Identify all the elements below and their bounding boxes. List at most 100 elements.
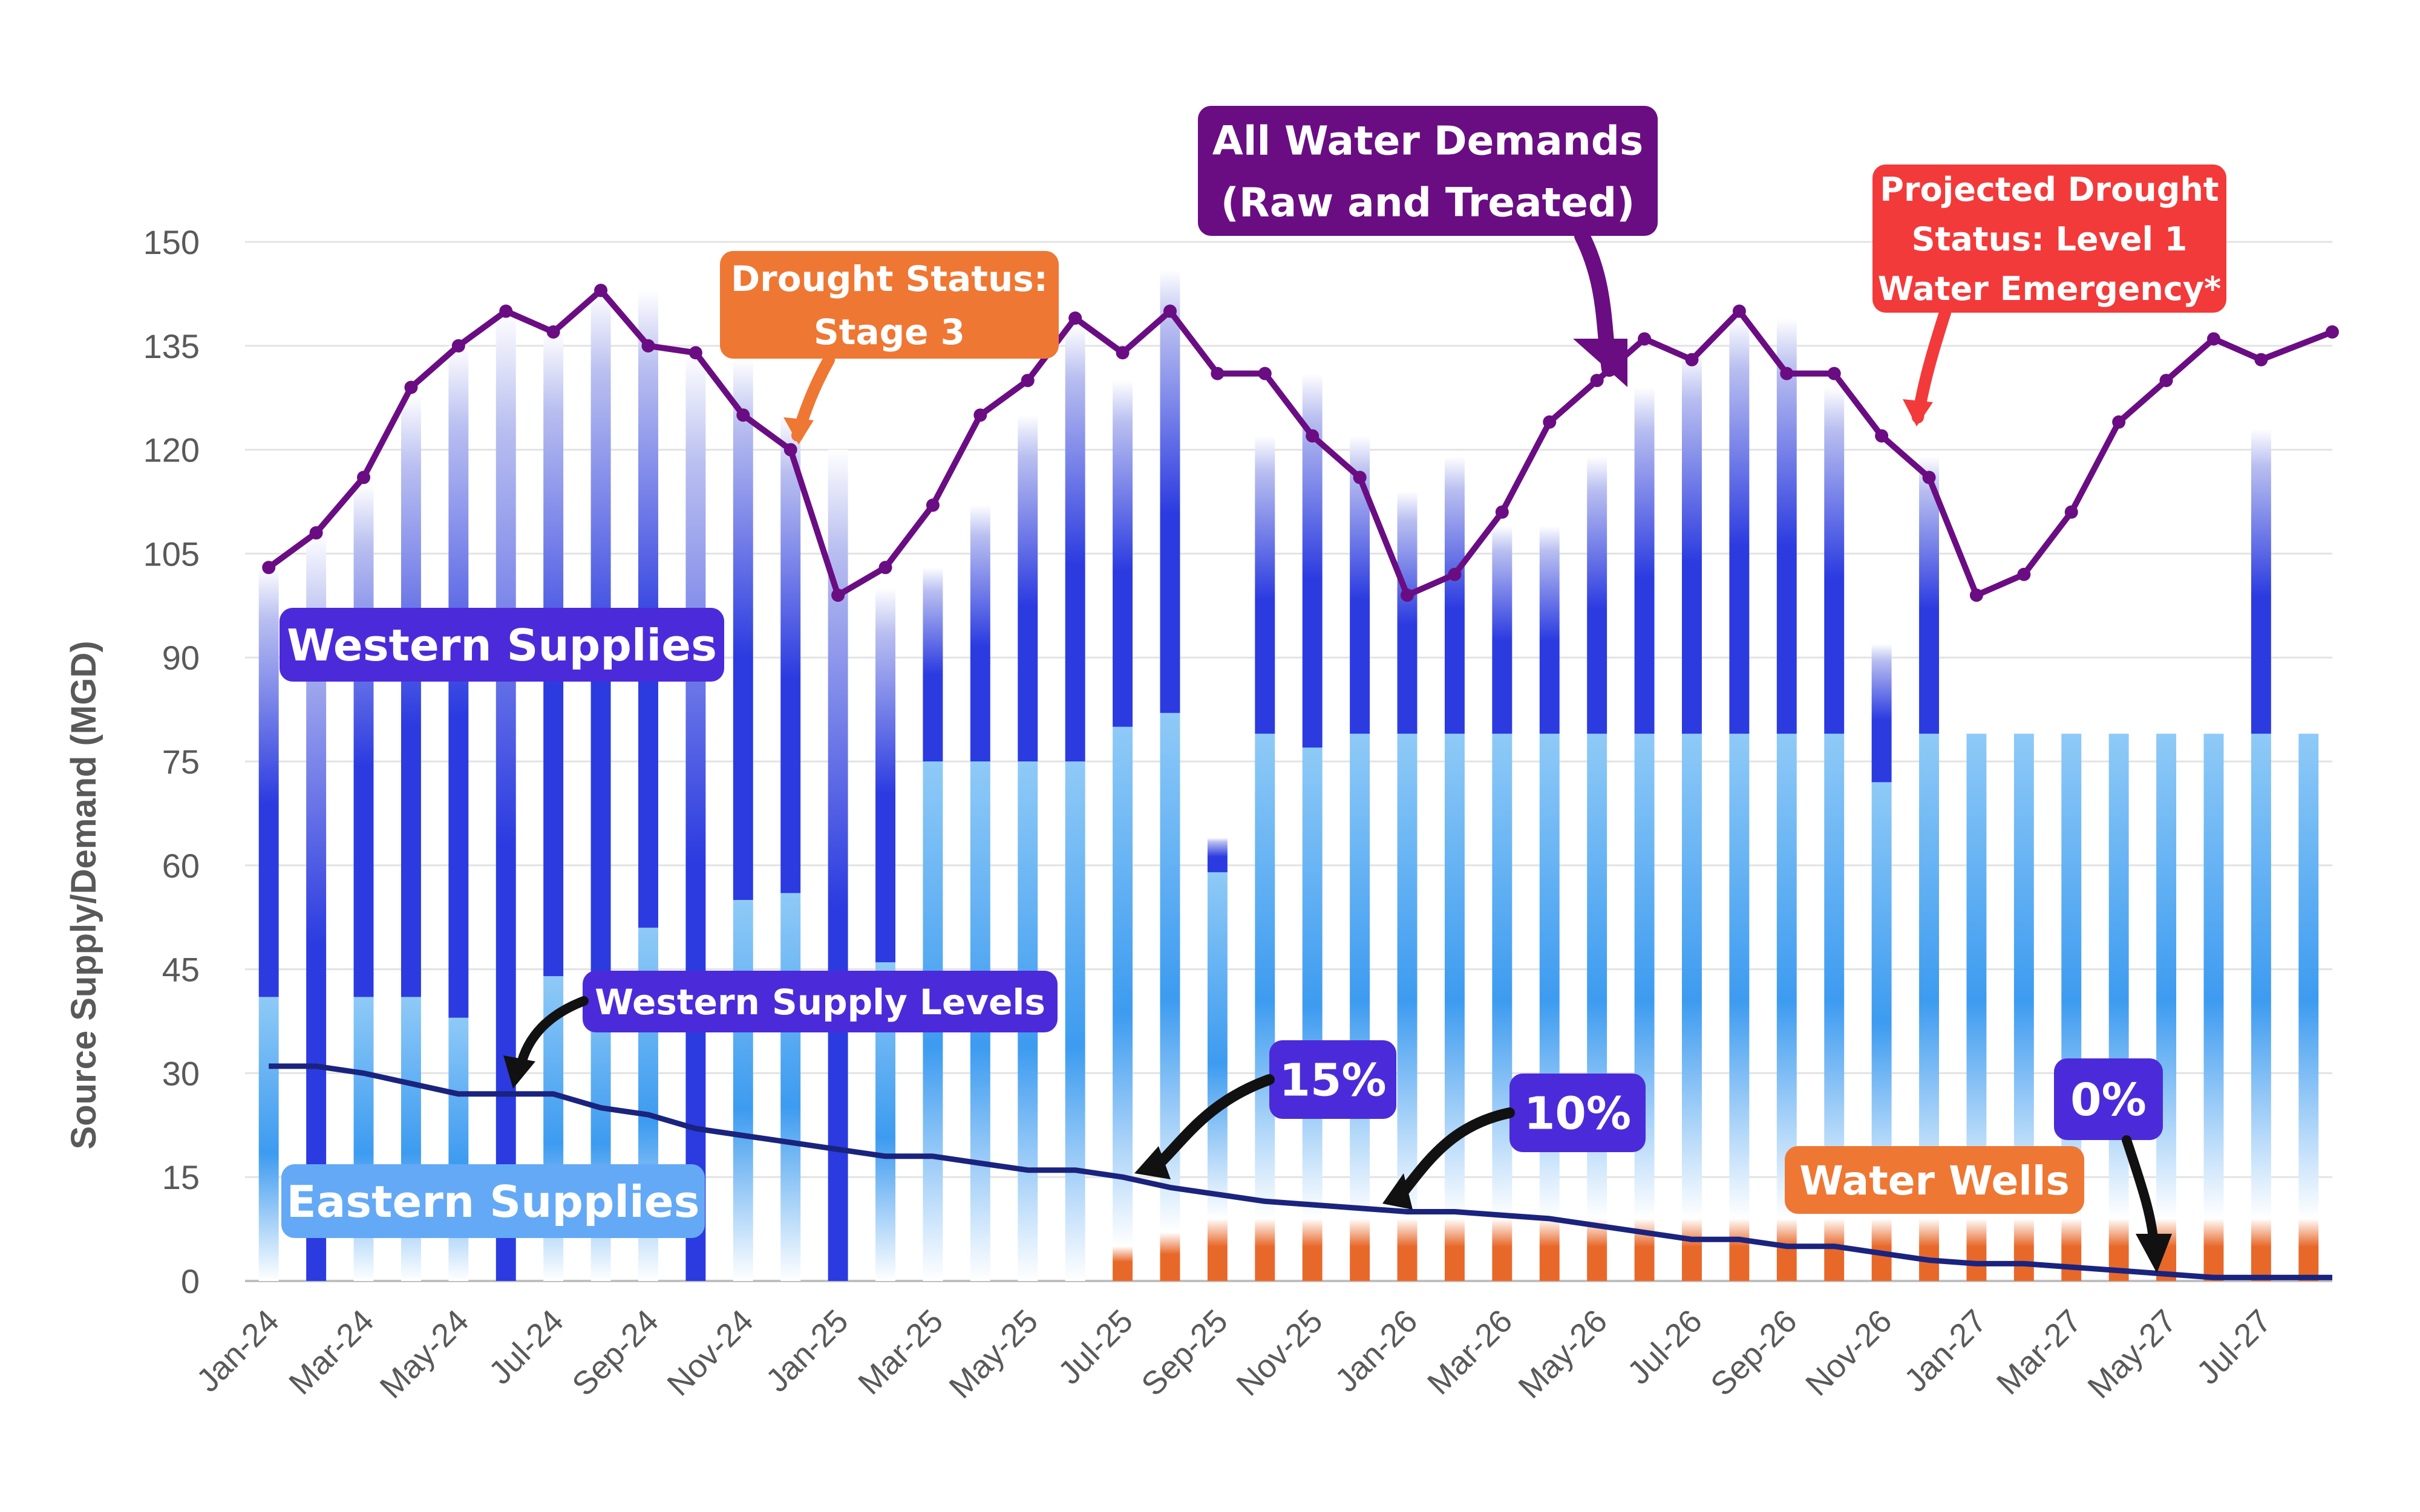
water-wells-label: Water Wells (1785, 1146, 2084, 1214)
x-tick-label: Nov-24 (660, 1303, 760, 1403)
western-level-arrow (515, 996, 589, 1072)
bar-western-supplies-may-26 (1587, 457, 1607, 734)
eastern-supplies-label: Eastern Supplies (281, 1164, 705, 1238)
x-tick-label: Nov-26 (1799, 1303, 1899, 1403)
bar-water-wells-jul-25 (1113, 1246, 1133, 1281)
bar-water-wells-mar-26 (1492, 1218, 1512, 1281)
bar-western-supplies-mar-24 (353, 484, 374, 997)
bar-western-supplies-mar-26 (1492, 526, 1512, 734)
demand-point-may-26 (1590, 374, 1604, 388)
demand-point-jun-27 (2206, 332, 2220, 346)
demand-point-apr-27 (2112, 415, 2126, 429)
western-level-arrow-head (503, 1055, 535, 1089)
demand-point-aug-26 (1732, 304, 1746, 318)
water-wells-label-box (1785, 1146, 2084, 1214)
x-tick-label: Sep-24 (565, 1303, 666, 1403)
y-tick-label: 75 (162, 743, 200, 781)
demand-point-jul-27 (2254, 353, 2268, 367)
bar-eastern-supplies-jul-26 (1682, 734, 1702, 1219)
bar-eastern-supplies-mar-27 (2061, 734, 2082, 1219)
bar-water-wells-aug-27 (2298, 1218, 2319, 1281)
y-tick-label: 30 (162, 1054, 200, 1092)
y-tick-label: 90 (162, 639, 200, 677)
bar-western-supplies-mar-25 (923, 567, 943, 761)
bar-western-supplies-dec-24 (780, 415, 801, 893)
bar-eastern-supplies-jan-24 (258, 997, 279, 1281)
demand-point-dec-26 (1922, 471, 1936, 484)
demand-point-dec-25 (1353, 471, 1367, 484)
demand-arrow-head (1573, 339, 1627, 387)
line-series (262, 284, 2339, 1280)
demand-point-jun-26 (1638, 332, 1652, 346)
pct-0-label: 0% (2054, 1058, 2163, 1140)
bar-eastern-supplies-dec-26 (1919, 734, 1939, 1219)
demand-point-jun-24 (499, 304, 513, 318)
pct-0-label-text: 0% (2070, 1074, 2147, 1126)
bar-water-wells-aug-26 (1729, 1218, 1750, 1281)
bar-water-wells-dec-26 (1919, 1218, 1939, 1281)
bar-water-wells-jun-26 (1634, 1218, 1655, 1281)
x-tick-label: Nov-25 (1229, 1303, 1330, 1403)
demand-point-jan-25 (831, 588, 845, 602)
bar-water-wells-jul-27 (2251, 1218, 2271, 1281)
all-water-demands-callout-box (1198, 106, 1658, 236)
x-tick-label: Sep-25 (1134, 1303, 1235, 1403)
water-wells-label-text: Water Wells (1799, 1158, 2070, 1204)
bar-western-supplies-nov-26 (1871, 644, 1892, 783)
bar-western-supplies-jun-24 (495, 311, 516, 1281)
bar-western-supplies-jul-27 (2251, 429, 2271, 734)
bar-western-supplies-jan-24 (258, 567, 279, 997)
stage3-arrow-head (783, 417, 814, 445)
bar-eastern-supplies-jun-25 (1065, 761, 1085, 1281)
projected-drought-callout-box (1872, 165, 2226, 313)
projected-drought-callout: Projected Drought Status: Level 1 Water Em… (1872, 165, 2226, 313)
bar-eastern-supplies-feb-27 (2013, 734, 2034, 1219)
bar-western-supplies-apr-25 (970, 505, 990, 761)
bar-western-supplies-aug-26 (1729, 318, 1750, 734)
bar-eastern-supplies-mar-24 (353, 997, 374, 1281)
demand-point-nov-25 (1306, 429, 1320, 443)
bar-eastern-supplies-sep-25 (1207, 872, 1228, 1219)
bar-water-wells-feb-27 (2013, 1218, 2034, 1281)
x-tick-label: Jan-24 (190, 1303, 286, 1399)
bar-eastern-supplies-dec-24 (780, 893, 801, 1281)
bar-western-supplies-sep-26 (1776, 318, 1797, 734)
bar-water-wells-apr-26 (1539, 1218, 1560, 1281)
bar-water-wells-jun-27 (2203, 1218, 2224, 1281)
demand-point-may-25 (1021, 374, 1035, 388)
bar-water-wells-aug-25 (1160, 1232, 1180, 1281)
demand-point-mar-26 (1495, 505, 1509, 519)
y-tick-label: 150 (143, 223, 200, 261)
demand-point-jul-26 (1685, 353, 1699, 367)
all-water-demands-callout: All Water Demands (Raw and Treated) (1198, 106, 1658, 236)
y-tick-label: 15 (162, 1158, 200, 1196)
bar-eastern-supplies-oct-25 (1255, 734, 1275, 1219)
all-water-demands-callout-text: (Raw and Treated) (1221, 179, 1635, 226)
bar-eastern-supplies-aug-27 (2298, 734, 2319, 1219)
bar-water-wells-jul-26 (1682, 1218, 1702, 1281)
demand-point-apr-26 (1543, 415, 1557, 429)
western-supply-level-line (269, 1063, 2332, 1280)
bar-western-supplies-jun-25 (1065, 325, 1085, 761)
bar-western-supplies-may-24 (448, 345, 469, 1018)
bar-eastern-supplies-jan-27 (1966, 734, 1987, 1219)
bar-water-wells-dec-25 (1350, 1218, 1370, 1281)
bar-western-supplies-jul-25 (1113, 380, 1133, 727)
demand-point-jul-25 (1116, 346, 1130, 360)
demand-point-jul-24 (546, 325, 560, 339)
y-tick-label: 0 (181, 1262, 200, 1300)
bar-water-wells-jan-26 (1397, 1218, 1418, 1281)
x-tick-label: Mar-27 (1990, 1303, 2088, 1401)
bar-water-wells-mar-27 (2061, 1218, 2082, 1281)
bar-western-supplies-feb-26 (1444, 457, 1465, 734)
bar-western-supplies-jul-26 (1682, 353, 1702, 734)
bar-water-wells-jan-27 (1966, 1218, 1987, 1281)
bar-eastern-supplies-mar-26 (1492, 734, 1512, 1219)
pct15-arrow-head (1134, 1146, 1171, 1179)
pct-10-label-text: 10% (1524, 1088, 1631, 1140)
bar-eastern-supplies-jul-25 (1113, 726, 1133, 1246)
x-tick-label: May-25 (942, 1303, 1045, 1406)
demand-line (267, 287, 2333, 599)
demand-point-nov-24 (736, 408, 750, 422)
